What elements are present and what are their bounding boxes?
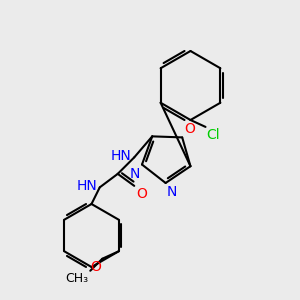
Text: O: O [184, 122, 196, 136]
Text: HN: HN [110, 149, 131, 163]
Text: O: O [90, 260, 101, 274]
Text: N: N [130, 167, 140, 181]
Text: N: N [167, 185, 178, 200]
Text: Cl: Cl [206, 128, 220, 142]
Text: CH₃: CH₃ [66, 272, 89, 285]
Text: O: O [136, 188, 148, 201]
Text: HN: HN [76, 179, 97, 193]
